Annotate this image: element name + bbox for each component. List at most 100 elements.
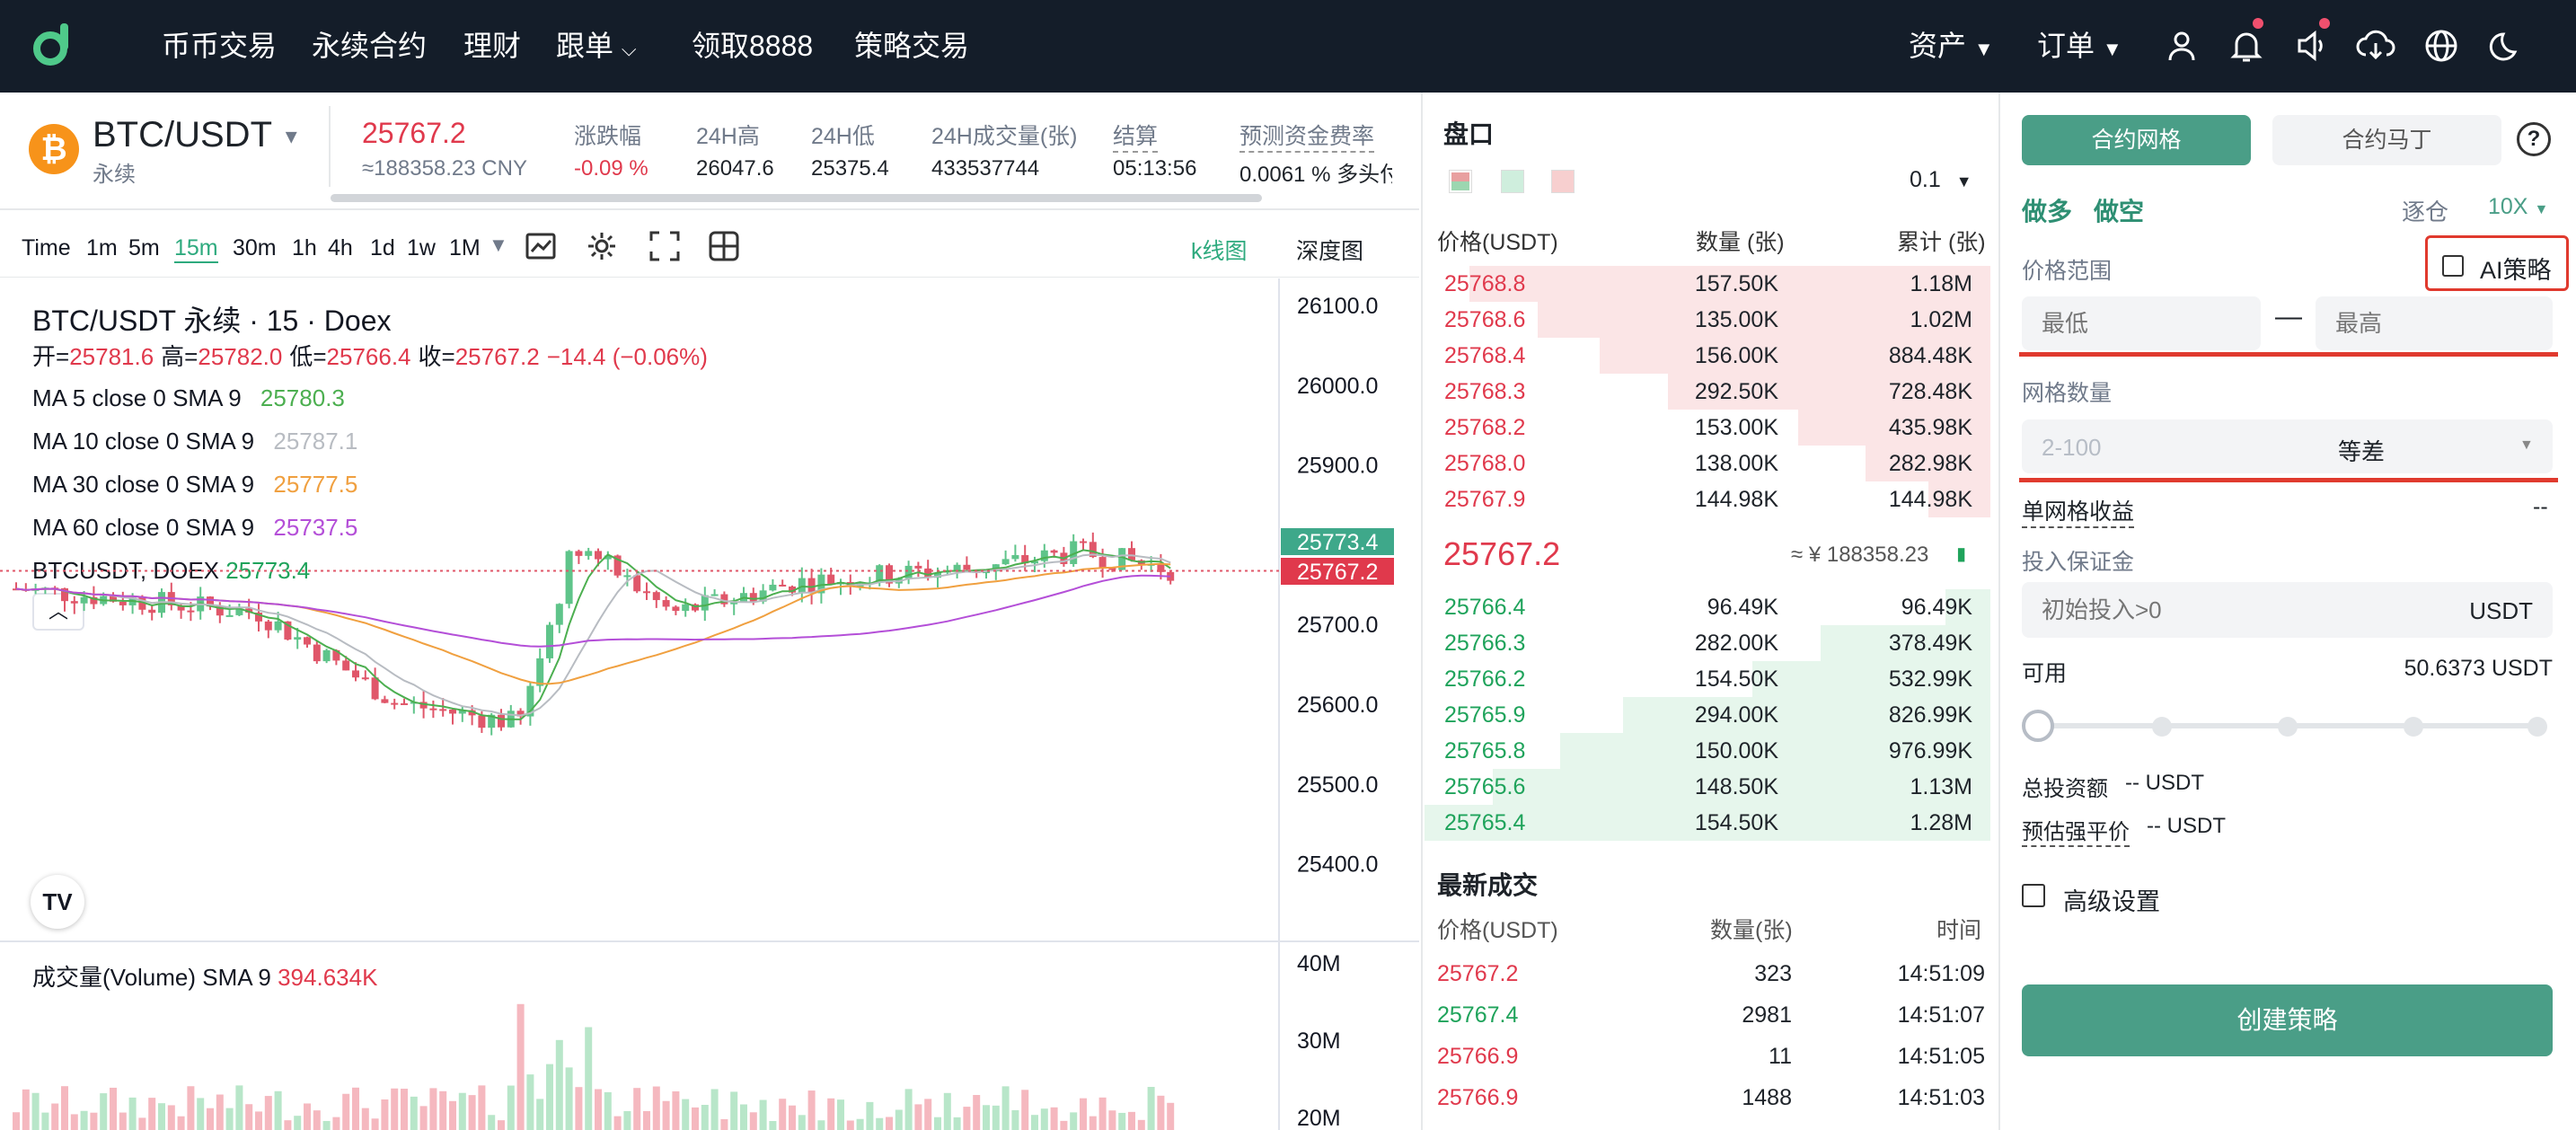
margin-field[interactable]: USDT [2022, 582, 2553, 638]
margin-input[interactable] [2022, 582, 2417, 638]
globe-icon[interactable] [2422, 27, 2460, 65]
ask-row[interactable]: 25768.6 135.00K 1.02M [1425, 302, 1990, 338]
caret-down-icon: ▼ [2534, 202, 2549, 217]
nav-claim[interactable]: 领取8888 [692, 30, 814, 62]
interval-15m[interactable]: 15m [174, 235, 218, 263]
speaker-icon[interactable] [2292, 18, 2330, 65]
interval-30m[interactable]: 30m [233, 235, 277, 260]
bid-row[interactable]: 25765.6 148.50K 1.13M [1425, 769, 1990, 805]
nav-strategy[interactable]: 策略交易 [854, 30, 970, 62]
ask-row[interactable]: 25768.3 292.50K 728.48K [1425, 374, 1990, 410]
ask-row[interactable]: 25768.0 138.00K 282.98K [1425, 446, 1990, 481]
stat-value: 433537744 [931, 156, 1040, 181]
margin-mode-select[interactable]: 逐仓 [2402, 199, 2449, 225]
ai-strategy-checkbox[interactable]: AI策略 [2425, 235, 2569, 291]
interval-more-icon[interactable]: ▼ [489, 234, 508, 256]
bell-icon[interactable] [2228, 18, 2265, 65]
candle-body [585, 551, 593, 556]
ob-price: 25767.9 [1444, 487, 1526, 512]
collapse-legend-button[interactable]: ︿ [32, 593, 84, 631]
candle-body [1080, 541, 1087, 543]
price-max-input[interactable] [2316, 296, 2553, 350]
advanced-settings-checkbox[interactable] [2022, 884, 2045, 907]
fullscreen-icon[interactable] [648, 230, 681, 262]
tab-contract-grid[interactable]: 合约网格 [2022, 115, 2251, 165]
interval-1d[interactable]: 1d [370, 235, 395, 260]
slider-mark[interactable] [2527, 717, 2547, 737]
book-mode-bids-icon[interactable] [1501, 170, 1524, 193]
candle-body [80, 596, 88, 604]
slider-mark[interactable] [2278, 717, 2298, 737]
price-min-input[interactable] [2022, 296, 2261, 350]
create-strategy-button[interactable]: 创建策略 [2022, 984, 2553, 1056]
interval-4h[interactable]: 4h [328, 235, 353, 260]
download-cloud-icon[interactable] [2355, 27, 2395, 65]
bid-row[interactable]: 25765.9 294.00K 826.99K [1425, 697, 1990, 733]
slider-mark[interactable] [2152, 717, 2172, 737]
interval-Time[interactable]: Time [22, 235, 71, 260]
interval-5m[interactable]: 5m [128, 235, 160, 260]
ask-row[interactable]: 25768.4 156.00K 884.48K [1425, 338, 1990, 374]
depth-tab[interactable]: 深度图 [1296, 239, 1364, 264]
ticker-scrollbar[interactable] [331, 194, 1262, 202]
nav-perpetual[interactable]: 永续合约 [312, 30, 428, 62]
symbol-selector[interactable]: BTC/USDT ▼ [93, 115, 301, 155]
volume-bar [167, 1105, 175, 1130]
moon-icon[interactable] [2488, 27, 2526, 65]
nav-copytrade[interactable]: 跟单 ⌵ [556, 23, 637, 65]
grid-type-select[interactable]: 等差 [2338, 438, 2386, 465]
bid-row[interactable]: 25766.4 96.49K 96.49K [1425, 589, 1990, 625]
depth-bar [1538, 302, 1990, 338]
slider-mark[interactable] [2404, 717, 2423, 737]
bid-row[interactable]: 25765.8 150.00K 976.99K [1425, 733, 1990, 769]
nav-finance[interactable]: 理财 [463, 30, 522, 62]
help-icon[interactable]: ? [2517, 122, 2551, 156]
nav-assets[interactable]: 资产 ▼ [1909, 23, 1994, 65]
interval-1M[interactable]: 1M [449, 235, 481, 260]
margin-slider[interactable] [2022, 710, 2547, 742]
depth-bar [1667, 374, 1990, 410]
grid-count-field[interactable]: 2-100 等差 ▼ [2022, 419, 2553, 473]
interval-1m[interactable]: 1m [86, 235, 118, 260]
bid-row[interactable]: 25766.3 282.00K 378.49K [1425, 625, 1990, 661]
bid-row[interactable]: 25766.2 154.50K 532.99K [1425, 661, 1990, 697]
ma-legend-row: MA 60 close 0 SMA 9 25737.5 [32, 514, 357, 542]
price-step-select[interactable]: 0.1 ▼ [1910, 167, 1972, 193]
nav-orders[interactable]: 订单 ▼ [2037, 23, 2122, 65]
ask-row[interactable]: 25767.9 144.98K 144.98K [1425, 481, 1990, 517]
trade-row: 25767.2 323 14:51:09 [1437, 961, 1985, 997]
trade-time: 14:51:07 [1897, 1002, 1985, 1028]
tradingview-logo-icon[interactable]: TV [31, 875, 84, 929]
candle-body [401, 702, 408, 705]
long-tab[interactable]: 做多 [2022, 198, 2073, 225]
candle-body [245, 608, 253, 613]
candlestick-chart[interactable]: 26100.026000.025900.025800.025700.025600… [0, 278, 1419, 1130]
candle-body [391, 702, 399, 705]
ask-row[interactable]: 25768.8 157.50K 1.18M [1425, 266, 1990, 302]
leverage-select[interactable]: 10X ▼ [2488, 194, 2548, 220]
nav-spot[interactable]: 币币交易 [162, 30, 278, 62]
y-tick-label: 25900.0 [1297, 454, 1378, 479]
interval-1w[interactable]: 1w [407, 235, 436, 260]
user-icon[interactable] [2163, 27, 2201, 65]
kline-tab[interactable]: k线图 [1191, 239, 1248, 264]
caret-down-icon: ▼ [281, 125, 302, 148]
book-mode-asks-icon[interactable] [1551, 170, 1575, 193]
ask-row[interactable]: 25768.2 153.00K 435.98K [1425, 410, 1990, 446]
book-mode-both-icon[interactable] [1449, 170, 1472, 193]
layout-grid-icon[interactable] [708, 230, 740, 262]
indicator-icon[interactable] [525, 230, 557, 262]
volume-bar [284, 1120, 292, 1130]
tab-contract-martin[interactable]: 合约马丁 [2272, 115, 2501, 165]
bar-chart-icon[interactable]: ▮ [1956, 544, 1967, 564]
volume-bar [352, 1087, 359, 1130]
interval-1h[interactable]: 1h [292, 235, 317, 260]
slider-handle[interactable] [2022, 710, 2054, 742]
candle-body [546, 624, 553, 658]
volume-bar [371, 1118, 379, 1130]
logo-icon[interactable] [31, 22, 74, 68]
short-tab[interactable]: 做空 [2094, 198, 2145, 225]
ma-label: MA 60 close 0 SMA 9 [32, 514, 261, 541]
settings-gear-icon[interactable] [586, 230, 618, 262]
bid-row[interactable]: 25765.4 154.50K 1.28M [1425, 805, 1990, 841]
